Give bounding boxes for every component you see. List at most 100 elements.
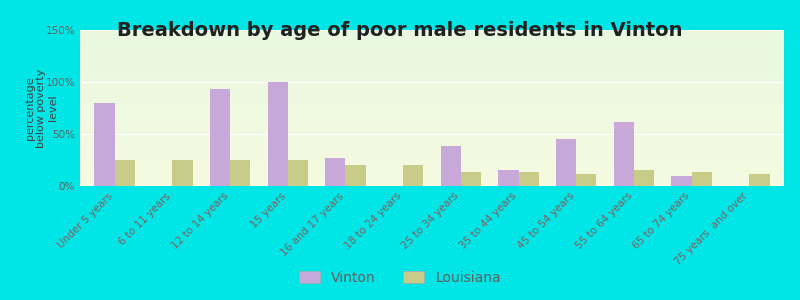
Bar <box>80 153 784 154</box>
Bar <box>80 175 784 176</box>
Bar <box>172 160 193 186</box>
Bar <box>403 165 423 186</box>
Bar <box>326 158 346 186</box>
Bar <box>80 121 784 122</box>
Bar <box>80 119 784 120</box>
Bar <box>80 84 784 85</box>
Bar <box>80 105 784 106</box>
Bar <box>80 72 784 73</box>
Bar <box>80 52 784 53</box>
Bar <box>80 89 784 90</box>
Bar <box>80 62 784 63</box>
Bar <box>80 140 784 141</box>
Bar <box>80 31 784 32</box>
Bar <box>80 54 784 55</box>
Bar <box>80 41 784 42</box>
Bar <box>94 103 114 186</box>
Bar <box>80 174 784 175</box>
Bar <box>80 164 784 165</box>
Bar <box>80 78 784 79</box>
Bar <box>80 115 784 116</box>
Bar <box>80 125 784 126</box>
Bar <box>80 75 784 76</box>
Bar <box>80 120 784 121</box>
Bar <box>80 76 784 77</box>
Bar <box>80 81 784 82</box>
Bar <box>80 40 784 41</box>
Bar <box>80 177 784 178</box>
Bar <box>230 160 250 186</box>
Bar <box>80 114 784 115</box>
Bar <box>80 147 784 148</box>
Bar <box>80 74 784 75</box>
Bar <box>80 123 784 124</box>
Bar <box>80 38 784 39</box>
Bar <box>80 166 784 167</box>
Bar <box>80 33 784 34</box>
Bar <box>556 139 576 186</box>
Bar <box>80 158 784 159</box>
Bar <box>80 122 784 123</box>
Bar <box>80 63 784 64</box>
Bar <box>80 162 784 163</box>
Bar <box>80 134 784 135</box>
Bar <box>80 43 784 44</box>
Bar <box>80 77 784 78</box>
Legend: Vinton, Louisiana: Vinton, Louisiana <box>294 265 506 290</box>
Bar <box>518 172 538 186</box>
Bar <box>80 95 784 96</box>
Bar <box>80 100 784 101</box>
Bar <box>80 179 784 180</box>
Bar <box>80 37 784 38</box>
Bar <box>80 163 784 164</box>
Bar <box>80 142 784 143</box>
Bar <box>80 59 784 60</box>
Bar <box>80 107 784 108</box>
Bar <box>80 172 784 173</box>
Bar <box>80 56 784 57</box>
Bar <box>80 53 784 54</box>
Bar <box>80 104 784 105</box>
Bar <box>80 110 784 111</box>
Bar <box>614 122 634 186</box>
Bar <box>80 129 784 130</box>
Bar <box>288 160 308 186</box>
Bar <box>80 60 784 61</box>
Bar <box>80 169 784 170</box>
Bar <box>80 80 784 81</box>
Bar <box>80 47 784 48</box>
Bar <box>80 159 784 160</box>
Bar <box>267 82 288 186</box>
Bar <box>80 57 784 58</box>
Y-axis label: percentage
below poverty
level: percentage below poverty level <box>25 68 58 148</box>
Bar <box>80 61 784 62</box>
Bar <box>80 68 784 69</box>
Bar <box>80 137 784 138</box>
Bar <box>80 67 784 68</box>
Bar <box>80 178 784 179</box>
Bar <box>346 165 366 186</box>
Bar <box>80 82 784 83</box>
Bar <box>80 152 784 153</box>
Bar <box>80 96 784 97</box>
Bar <box>80 117 784 118</box>
Bar <box>80 111 784 112</box>
Bar <box>80 126 784 127</box>
Bar <box>80 124 784 125</box>
Bar <box>80 101 784 102</box>
Bar <box>80 113 784 114</box>
Bar <box>634 170 654 186</box>
Bar <box>80 112 784 113</box>
Bar <box>80 146 784 147</box>
Bar <box>441 146 461 186</box>
Bar <box>80 148 784 149</box>
Bar <box>80 86 784 87</box>
Bar <box>80 70 784 71</box>
Bar <box>80 160 784 161</box>
Bar <box>80 58 784 59</box>
Bar <box>80 180 784 181</box>
Bar <box>80 181 784 182</box>
Bar <box>461 172 481 186</box>
Bar <box>80 154 784 155</box>
Text: Breakdown by age of poor male residents in Vinton: Breakdown by age of poor male residents … <box>118 21 682 40</box>
